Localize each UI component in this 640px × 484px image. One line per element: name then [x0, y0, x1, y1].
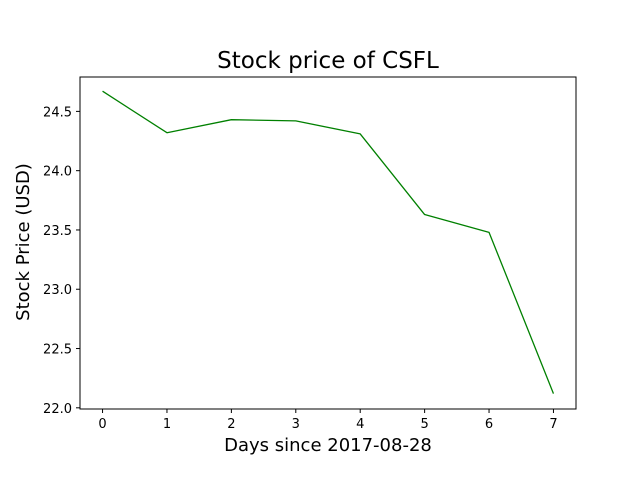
x-axis-title: Days since 2017-08-28: [224, 435, 432, 456]
x-tick-label: 1: [163, 417, 171, 432]
y-tick-label: 23.0: [43, 283, 72, 298]
y-axis-title: Stock Price (USD): [13, 163, 34, 321]
x-tick-label: 3: [292, 417, 300, 432]
plot-frame: [79, 76, 577, 410]
series-line: [102, 90, 555, 394]
y-tick-label: 24.0: [43, 165, 72, 180]
x-tick-label: 4: [356, 417, 364, 432]
x-tick-label: 7: [549, 417, 557, 432]
series-layer: [102, 90, 555, 394]
chart-title: Stock price of CSFL: [217, 48, 439, 74]
y-tick-label: 22.0: [43, 402, 72, 417]
y-tick-label: 22.5: [43, 343, 72, 358]
x-tick-label: 2: [227, 417, 235, 432]
x-tick-label: 5: [420, 417, 428, 432]
y-tick-label: 24.5: [43, 105, 72, 120]
x-tick-label: 6: [485, 417, 493, 432]
x-tick-label: 0: [98, 417, 106, 432]
y-tick-label: 23.5: [43, 224, 72, 239]
ticks: 0 1 2 3 4 5 6 7 22.0 22.5 23.0 23.5 24.0 24.5: [43, 105, 558, 432]
